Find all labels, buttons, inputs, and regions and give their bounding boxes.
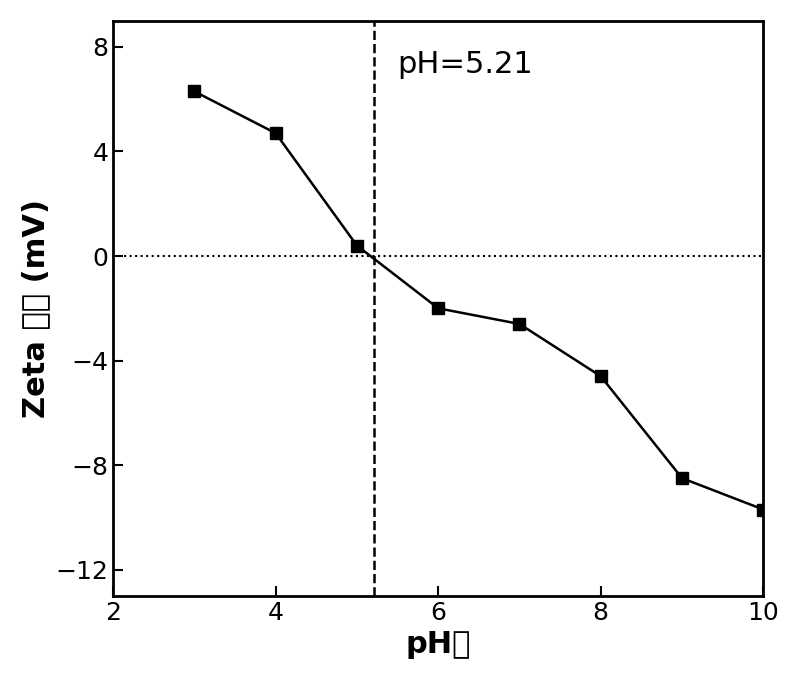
X-axis label: pH値: pH値	[406, 630, 471, 659]
Y-axis label: Zeta 电位 (mV): Zeta 电位 (mV)	[21, 199, 50, 418]
Text: pH=5.21: pH=5.21	[398, 50, 534, 79]
